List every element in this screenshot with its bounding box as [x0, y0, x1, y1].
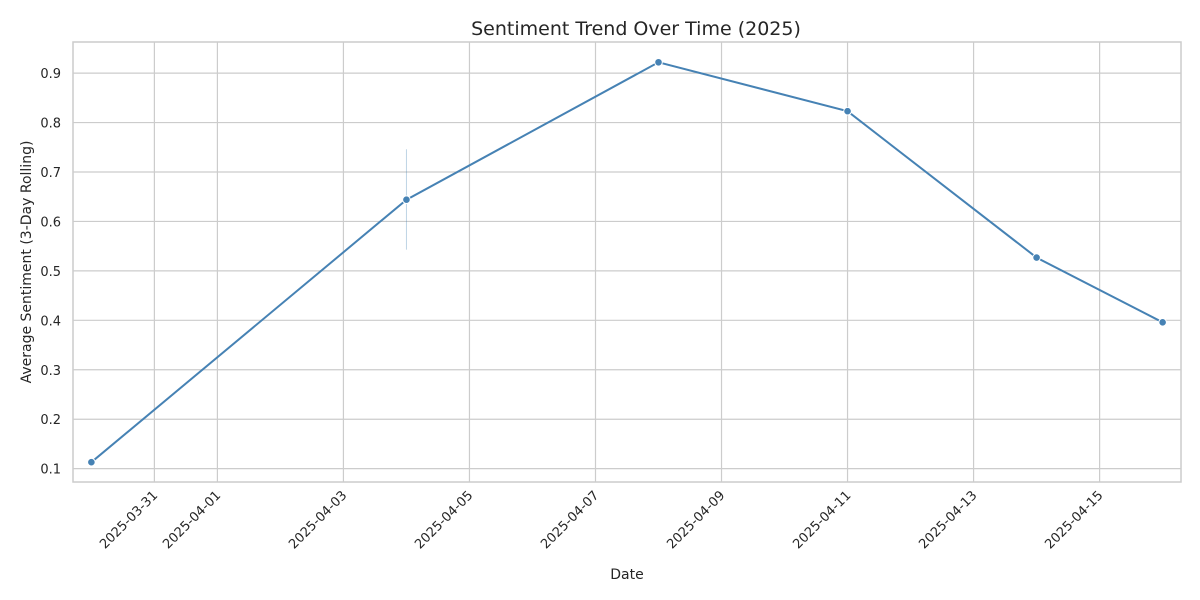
- y-axis-label: Average Sentiment (3-Day Rolling): [19, 141, 35, 384]
- y-tick-label: 0.5: [40, 265, 61, 280]
- y-tick-label: 0.6: [40, 215, 61, 230]
- x-tick-label: 2025-04-09: [664, 488, 728, 552]
- y-tick-label: 0.1: [40, 463, 61, 478]
- x-tick-label: 2025-03-31: [97, 488, 161, 552]
- data-point: [87, 457, 96, 467]
- series-layer: [87, 57, 1167, 467]
- y-tick-label: 0.4: [40, 314, 61, 329]
- y-tick-label: 0.8: [40, 117, 61, 132]
- x-tick-label: 2025-04-03: [286, 488, 350, 552]
- chart-title: Sentiment Trend Over Time (2025): [471, 18, 801, 40]
- series-line: [90, 61, 1164, 463]
- data-point: [1032, 253, 1041, 262]
- x-tick-label: 2025-04-07: [538, 488, 602, 552]
- y-tick-labels: 0.1 0.2 0.3 0.4 0.5 0.6 0.7 0.8 0.9: [40, 67, 61, 478]
- data-point: [843, 106, 852, 116]
- x-tick-label: 2025-04-15: [1042, 488, 1106, 552]
- data-point: [1158, 318, 1167, 327]
- grid: [73, 42, 1181, 482]
- plot-frame: [72, 41, 1182, 483]
- x-tick-label: 2025-04-05: [412, 488, 476, 552]
- y-tick-label: 0.2: [40, 413, 61, 428]
- x-tick-label: 2025-04-01: [160, 488, 224, 552]
- x-tick-label: 2025-04-11: [790, 488, 854, 552]
- y-tick-label: 0.7: [40, 166, 61, 181]
- x-tick-label: 2025-04-13: [916, 488, 980, 552]
- y-tick-label: 0.3: [40, 364, 61, 379]
- x-axis-label: Date: [610, 567, 643, 583]
- data-point: [654, 57, 663, 67]
- data-point: [402, 195, 411, 205]
- y-tick-label: 0.9: [40, 67, 61, 82]
